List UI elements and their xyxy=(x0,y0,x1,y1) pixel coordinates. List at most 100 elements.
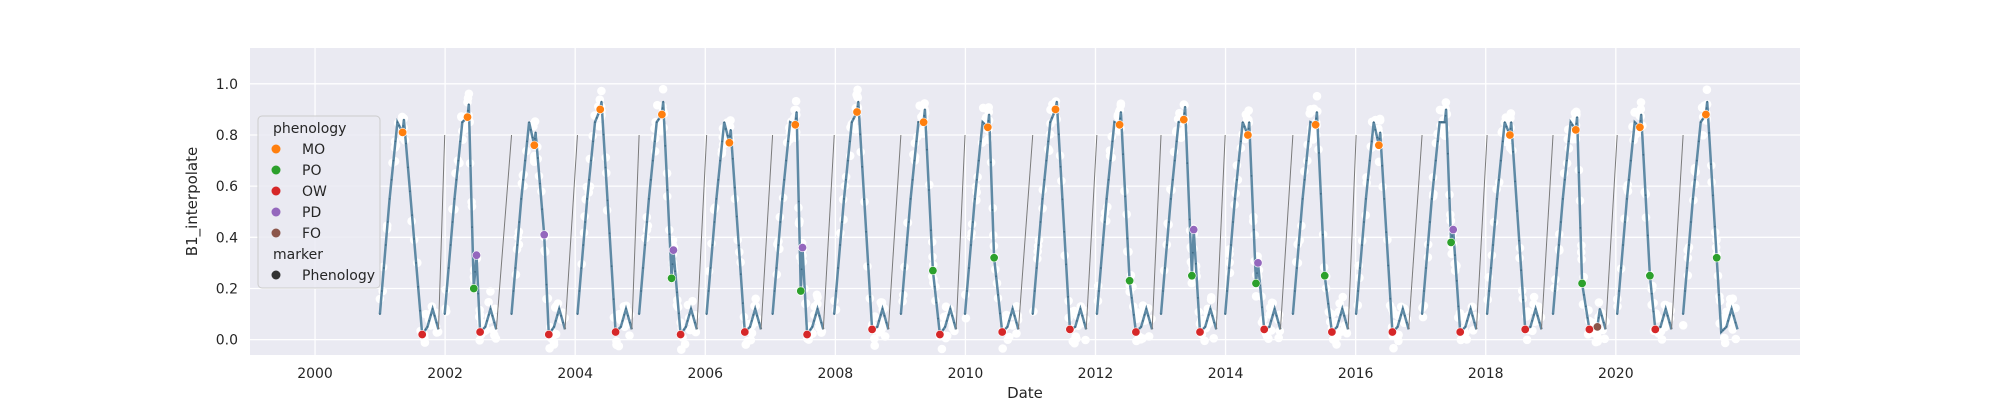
interpolated-point xyxy=(1122,153,1124,156)
raw-point xyxy=(746,335,756,345)
interpolated-point xyxy=(668,233,671,236)
raw-point xyxy=(1081,335,1090,345)
interpolated-point xyxy=(600,100,603,103)
interpolated-point xyxy=(584,221,587,223)
interpolated-point xyxy=(1710,163,1712,166)
interpolated-point xyxy=(553,326,555,328)
raw-point xyxy=(594,121,604,131)
interpolated-point xyxy=(642,267,644,269)
interpolated-point xyxy=(731,157,734,160)
interpolated-point xyxy=(529,129,532,131)
interpolated-point xyxy=(1538,321,1541,324)
interpolated-point xyxy=(968,267,970,269)
interpolated-point xyxy=(1160,313,1162,315)
interpolated-point xyxy=(1345,321,1348,324)
interpolated-point xyxy=(419,309,422,312)
raw-point xyxy=(484,297,493,307)
phenology-point-pd xyxy=(1448,225,1458,235)
interpolated-point xyxy=(1207,314,1210,316)
y-tick-label: 0.4 xyxy=(216,230,238,246)
raw-point xyxy=(880,332,890,341)
phenology-point-mo xyxy=(529,140,539,150)
interpolated-point xyxy=(1600,314,1603,317)
interpolated-point xyxy=(1473,321,1476,324)
interpolated-point xyxy=(947,314,950,316)
interpolated-point xyxy=(1033,290,1036,292)
raw-point xyxy=(1138,334,1147,343)
raw-point xyxy=(1072,334,1081,344)
gap-connector xyxy=(822,134,835,330)
x-tick-label: 2010 xyxy=(948,366,984,382)
legend-frame xyxy=(257,115,381,289)
interpolated-point xyxy=(964,313,966,315)
interpolated-point xyxy=(1211,314,1214,317)
interpolated-point xyxy=(1130,297,1133,299)
interpolated-point xyxy=(545,283,548,286)
phenology-point-mo xyxy=(1311,120,1321,130)
raw-point xyxy=(1187,278,1197,288)
interpolated-point xyxy=(1682,313,1684,315)
interpolated-point xyxy=(933,285,936,288)
interpolated-point xyxy=(865,230,868,233)
interpolated-point xyxy=(1037,244,1040,246)
interpolated-point xyxy=(878,320,880,322)
gap-connector xyxy=(495,134,513,330)
interpolated-point xyxy=(797,200,800,203)
interpolated-point xyxy=(1147,314,1150,317)
interpolated-point xyxy=(1149,321,1152,324)
interpolated-point xyxy=(1492,244,1494,246)
raw-point xyxy=(1394,336,1403,346)
interpolated-point xyxy=(1576,116,1578,118)
interpolated-point xyxy=(1297,244,1300,246)
interpolated-point xyxy=(1616,313,1619,315)
interpolated-point xyxy=(820,321,823,324)
interpolated-point xyxy=(739,273,742,276)
interpolated-point xyxy=(453,198,456,200)
interpolated-point xyxy=(795,111,798,113)
interpolated-point xyxy=(1730,308,1733,310)
interpolated-point xyxy=(551,328,554,331)
phenology-point-po xyxy=(1577,278,1587,288)
interpolated-point xyxy=(520,198,523,200)
raw-point xyxy=(1175,108,1184,118)
interpolated-point xyxy=(1423,290,1425,292)
raw-point xyxy=(1312,91,1322,101)
interpolated-point xyxy=(1067,296,1069,298)
interpolated-point xyxy=(991,209,994,211)
phenology-point-mo xyxy=(1115,120,1125,130)
raw-point xyxy=(490,304,500,314)
interpolated-point xyxy=(1339,314,1342,316)
interpolated-point xyxy=(928,189,930,191)
raw-point xyxy=(1312,130,1321,140)
interpolated-point xyxy=(1256,272,1258,274)
phenology-point-po xyxy=(469,283,479,293)
interpolated-point xyxy=(1188,218,1191,221)
interpolated-point xyxy=(1175,140,1178,143)
gap-connector xyxy=(1540,134,1554,330)
interpolated-point xyxy=(911,178,914,181)
raw-point xyxy=(1462,335,1472,344)
interpolated-point xyxy=(402,125,405,127)
interpolated-point xyxy=(518,221,521,223)
interpolated-point xyxy=(1668,321,1671,324)
interpolated-point xyxy=(560,314,562,317)
interpolated-point xyxy=(1536,314,1539,317)
interpolated-point xyxy=(1273,308,1276,310)
interpolated-point xyxy=(1567,140,1570,143)
interpolated-point xyxy=(800,268,803,271)
gap-connector xyxy=(1475,134,1488,330)
interpolated-point xyxy=(729,129,732,131)
interpolated-point xyxy=(1534,308,1537,310)
interpolated-point xyxy=(1261,306,1263,309)
interpolated-point xyxy=(1695,159,1698,162)
interpolated-point xyxy=(1652,310,1655,313)
interpolated-point xyxy=(1400,314,1402,316)
interpolated-point xyxy=(576,313,579,315)
interpolated-point xyxy=(913,159,916,162)
interpolated-point xyxy=(451,221,454,223)
interpolated-point xyxy=(1699,121,1702,124)
interpolated-point xyxy=(1101,244,1104,246)
legend-label: OW xyxy=(302,184,327,200)
interpolated-point xyxy=(1512,150,1515,153)
interpolated-point xyxy=(649,178,652,181)
